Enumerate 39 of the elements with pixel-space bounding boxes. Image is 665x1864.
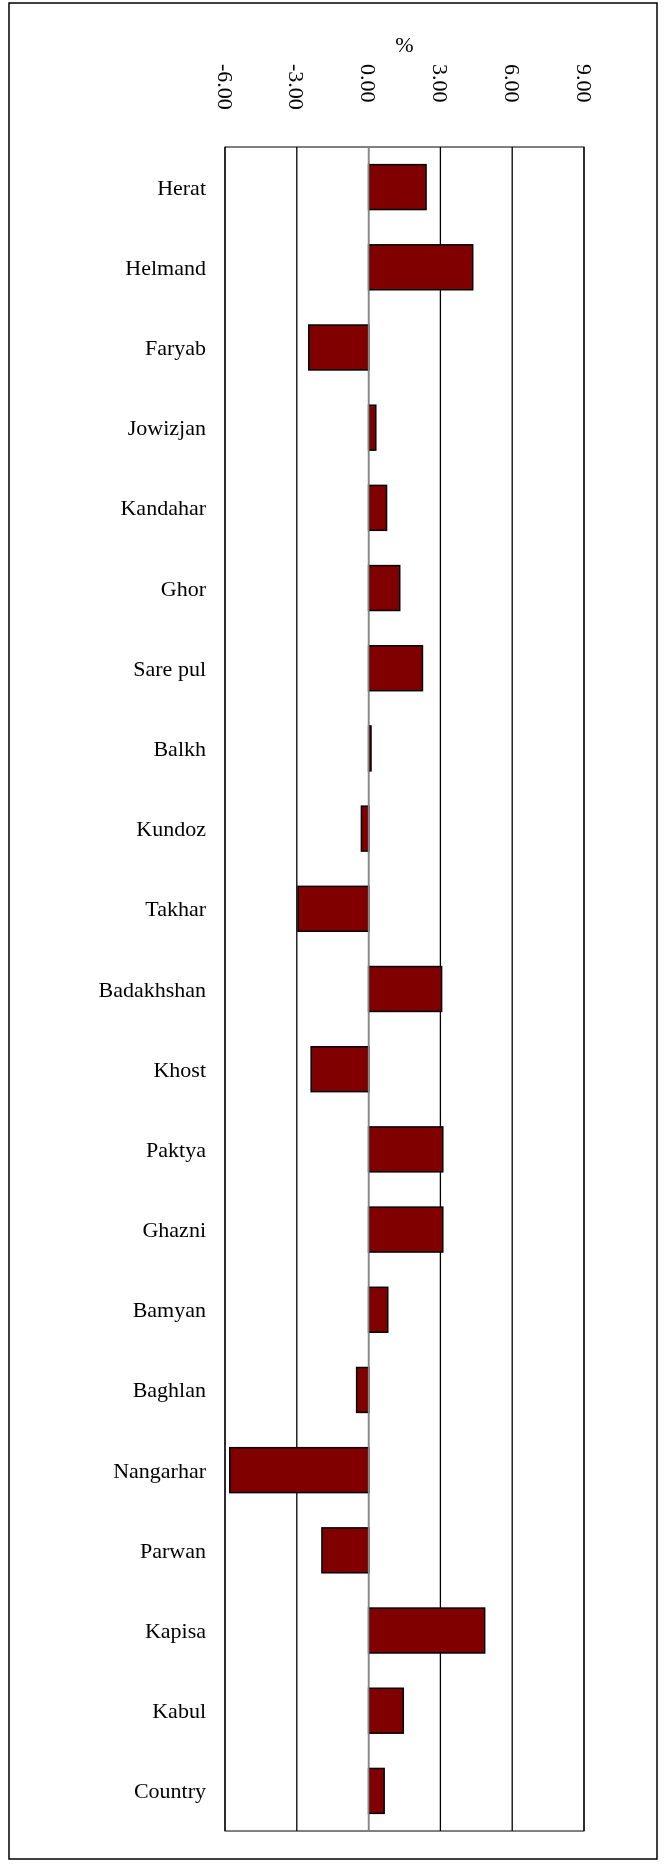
x-tick-label: -3.00 bbox=[284, 64, 310, 110]
y-tick-label: Ghor bbox=[160, 575, 207, 601]
bar bbox=[367, 564, 401, 612]
y-tick-label: Nangarhar bbox=[113, 1457, 207, 1483]
y-tick-label: Badakhshan bbox=[98, 976, 206, 1002]
x-tick-label: 9.00 bbox=[571, 64, 597, 103]
y-tick-label: Parwan bbox=[140, 1537, 206, 1563]
y-tick-label: Sare pul bbox=[133, 655, 206, 681]
y-tick-label: Baghlan bbox=[132, 1377, 206, 1403]
y-tick-label: Kapisa bbox=[144, 1618, 207, 1644]
x-tick-label: -6.00 bbox=[212, 64, 238, 110]
y-tick-label: Takhar bbox=[145, 896, 207, 922]
y-tick-label: Kundoz bbox=[136, 816, 207, 842]
bar bbox=[321, 1527, 370, 1574]
bar bbox=[308, 324, 370, 371]
bar bbox=[367, 1687, 405, 1734]
y-tick-label: Herat bbox=[157, 174, 206, 200]
y-tick-label: Country bbox=[133, 1778, 206, 1804]
y-tick-label: Ghazni bbox=[142, 1217, 206, 1243]
y-tick-label: Jowizjan bbox=[127, 415, 206, 441]
bar bbox=[367, 404, 377, 451]
bar bbox=[367, 645, 424, 692]
y-tick-label: Bamyan bbox=[132, 1297, 206, 1323]
y-tick-label: Paktya bbox=[146, 1136, 207, 1162]
y-tick-label: Faryab bbox=[144, 334, 206, 360]
y-tick-label: Kabul bbox=[152, 1698, 206, 1724]
bar bbox=[367, 163, 427, 211]
bar bbox=[310, 1045, 370, 1093]
x-tick-label: 6.00 bbox=[499, 64, 525, 103]
y-tick-label: Kandahar bbox=[120, 495, 207, 521]
y-tick-label: Khost bbox=[153, 1056, 206, 1082]
y-tick-label: Helmand bbox=[125, 254, 206, 280]
x-tick-label: 0.00 bbox=[356, 64, 382, 103]
bar bbox=[367, 1767, 385, 1815]
bar bbox=[367, 1286, 389, 1333]
bar bbox=[367, 484, 388, 532]
x-axis-title: % bbox=[395, 32, 414, 57]
y-tick-label: Balkh bbox=[153, 735, 206, 761]
x-tick-label: 3.00 bbox=[427, 64, 453, 103]
